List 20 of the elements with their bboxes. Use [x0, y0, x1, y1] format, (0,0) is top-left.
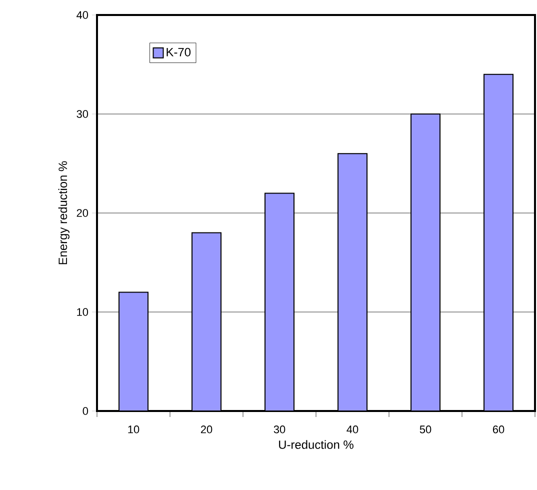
y-tick-label: 40 — [76, 11, 88, 19]
y-tick-label: 30 — [76, 110, 88, 118]
bar — [192, 232, 222, 411]
bar — [338, 153, 368, 411]
x-tick-label: 50 — [420, 426, 432, 434]
x-axis-title: U-reduction % — [279, 440, 354, 449]
bar — [118, 292, 148, 411]
x-tick-label: 40 — [346, 426, 358, 434]
x-tick-label: 60 — [492, 426, 504, 434]
legend-label: K-70 — [166, 48, 191, 56]
y-tick-label: 0 — [82, 407, 88, 415]
x-tick-label: 20 — [200, 426, 212, 434]
bar — [484, 74, 514, 411]
y-tick-label: 10 — [77, 308, 88, 316]
x-tick-label: 30 — [274, 426, 286, 434]
bar — [410, 114, 440, 411]
x-tick-label: 10 — [128, 426, 140, 434]
y-axis-title: Energy reduction % — [58, 161, 70, 264]
bar — [264, 192, 294, 411]
y-tick-label: 20 — [76, 209, 88, 217]
